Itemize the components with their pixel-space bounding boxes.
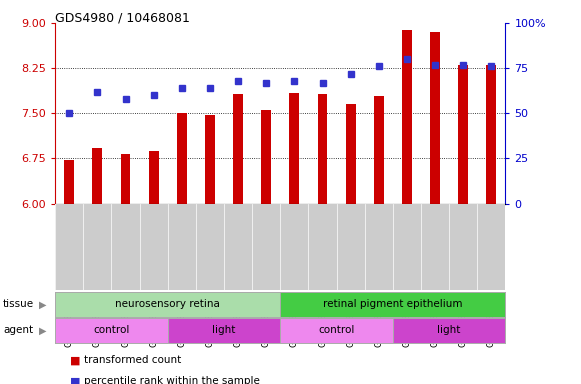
Bar bbox=[55, 292, 280, 317]
Text: neurosensory retina: neurosensory retina bbox=[115, 299, 220, 310]
Bar bbox=[458, 65, 468, 204]
Bar bbox=[121, 154, 131, 204]
Text: retinal pigment epithelium: retinal pigment epithelium bbox=[323, 299, 462, 310]
Text: transformed count: transformed count bbox=[84, 355, 181, 365]
Bar bbox=[261, 110, 271, 204]
Bar bbox=[233, 94, 243, 204]
Text: ▶: ▶ bbox=[39, 325, 46, 336]
Text: agent: agent bbox=[3, 325, 33, 336]
Bar bbox=[64, 160, 74, 204]
Bar bbox=[177, 113, 187, 204]
Bar bbox=[92, 147, 102, 204]
Bar bbox=[393, 318, 505, 343]
Bar bbox=[55, 318, 168, 343]
Text: ▶: ▶ bbox=[39, 299, 46, 310]
Bar bbox=[402, 30, 412, 204]
Text: light: light bbox=[213, 325, 236, 336]
Bar bbox=[318, 94, 328, 204]
Bar bbox=[346, 104, 356, 204]
Text: ■: ■ bbox=[70, 376, 80, 384]
Text: ■: ■ bbox=[70, 355, 80, 365]
Bar bbox=[168, 318, 280, 343]
Bar bbox=[374, 96, 384, 204]
Text: percentile rank within the sample: percentile rank within the sample bbox=[84, 376, 260, 384]
Bar bbox=[149, 151, 159, 204]
Text: tissue: tissue bbox=[3, 299, 34, 310]
Bar bbox=[430, 32, 440, 204]
Bar bbox=[205, 115, 215, 204]
Bar bbox=[289, 93, 299, 204]
Bar bbox=[280, 318, 393, 343]
Bar bbox=[280, 292, 505, 317]
Bar bbox=[486, 65, 496, 204]
Text: GDS4980 / 10468081: GDS4980 / 10468081 bbox=[55, 12, 190, 25]
Text: control: control bbox=[94, 325, 130, 336]
Text: control: control bbox=[318, 325, 355, 336]
Text: light: light bbox=[437, 325, 461, 336]
